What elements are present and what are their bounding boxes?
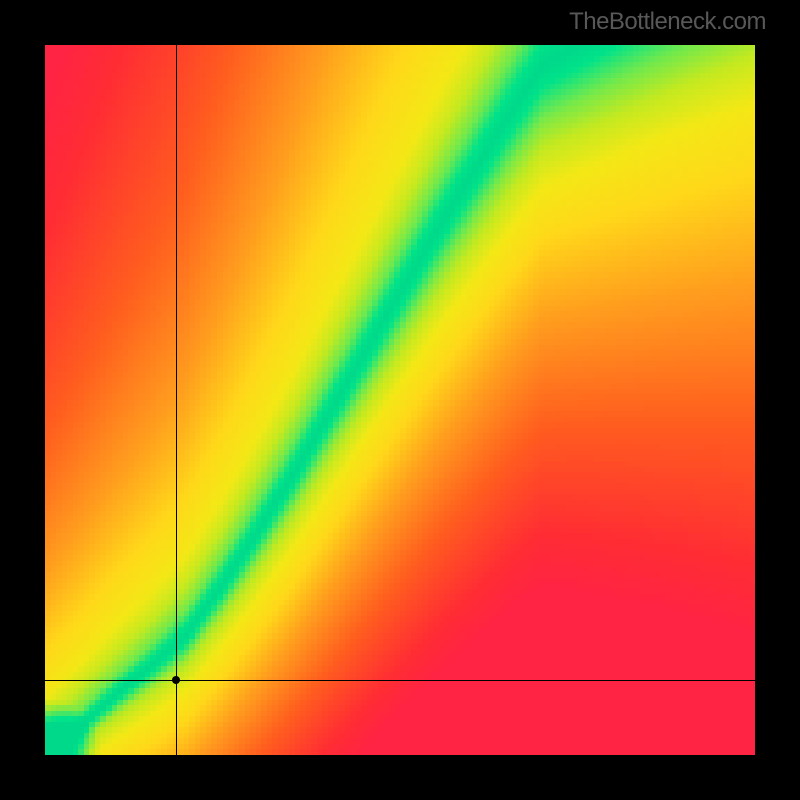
- page-root: TheBottleneck.com: [0, 0, 800, 800]
- crosshair-vertical: [176, 45, 177, 755]
- heatmap-canvas: [45, 45, 755, 755]
- watermark-text: TheBottleneck.com: [569, 8, 766, 36]
- crosshair-dot: [172, 676, 180, 684]
- bottleneck-heatmap: [45, 45, 755, 755]
- crosshair-horizontal: [45, 680, 755, 681]
